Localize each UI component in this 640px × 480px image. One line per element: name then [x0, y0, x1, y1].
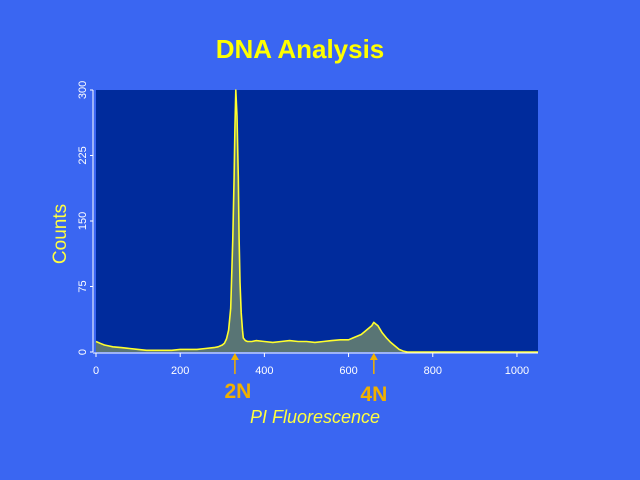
annotations: 2N 4N [224, 353, 387, 406]
x-tick-label: 400 [255, 365, 273, 377]
chart-title: DNA Analysis [216, 34, 385, 64]
marker-label-2n: 2N [224, 380, 251, 403]
marker-label-4n: 4N [360, 383, 387, 406]
y-tick-label: 150 [77, 212, 89, 230]
x-axis: 0 200 400 600 800 1000 [93, 352, 538, 377]
x-tick-label: 800 [424, 365, 442, 377]
marker-arrow-head [230, 353, 239, 360]
x-tick-label: 0 [93, 365, 99, 377]
series-layer [95, 89, 538, 353]
x-tick-label: 200 [171, 365, 189, 377]
x-tick-label: 1000 [505, 365, 529, 377]
y-tick-label: 75 [77, 280, 89, 292]
x-tick-label: 600 [339, 365, 357, 377]
series-line-0 [95, 89, 538, 353]
y-tick-label: 300 [77, 81, 89, 99]
y-axis-label: Counts [50, 204, 71, 264]
y-axis: 0 75 150 225 300 [77, 81, 94, 355]
x-axis-label: PI Fluorescence [250, 407, 380, 427]
y-tick-label: 225 [77, 146, 89, 164]
marker-arrow-head [369, 353, 378, 360]
y-tick-label: 0 [77, 349, 89, 355]
plot-area [96, 90, 538, 352]
